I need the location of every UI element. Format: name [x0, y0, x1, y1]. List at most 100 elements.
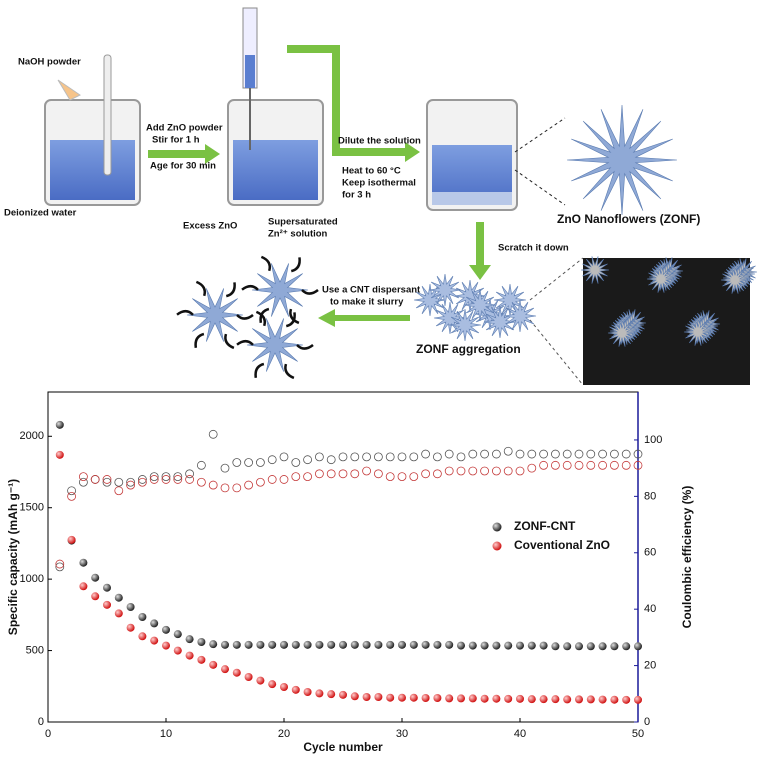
point — [515, 466, 525, 476]
point — [103, 600, 111, 609]
point — [126, 477, 136, 487]
point — [162, 641, 170, 650]
point — [244, 640, 253, 649]
point — [220, 483, 230, 493]
point — [197, 638, 206, 646]
point — [244, 480, 254, 490]
point — [586, 460, 596, 470]
point — [409, 472, 419, 482]
point — [445, 640, 454, 649]
cnt — [236, 313, 254, 320]
point — [137, 475, 147, 484]
point — [209, 640, 218, 649]
point — [291, 685, 300, 694]
point — [173, 630, 182, 639]
point — [196, 460, 206, 470]
point — [102, 475, 112, 484]
point — [622, 642, 631, 651]
point — [421, 469, 431, 479]
point — [350, 692, 359, 701]
flower — [580, 256, 610, 284]
y2-tick-label: 80 — [644, 490, 656, 502]
cnt — [284, 363, 295, 380]
point — [315, 689, 324, 698]
y2-tick-label: 100 — [644, 434, 662, 446]
label: ZONF aggregation — [416, 342, 521, 356]
flower — [483, 305, 517, 339]
label: Excess ZnO — [183, 221, 237, 232]
point — [586, 695, 595, 704]
x-axis-title: Cycle number — [303, 740, 383, 754]
y2-tick-label: 0 — [644, 716, 650, 728]
legend-label: Coventional ZnO — [514, 538, 610, 552]
point — [586, 449, 596, 459]
point — [515, 449, 525, 459]
point — [326, 469, 336, 479]
point — [492, 694, 501, 703]
y2-tick-label: 20 — [644, 659, 656, 671]
point — [280, 683, 288, 691]
point — [563, 642, 572, 651]
point — [197, 655, 206, 664]
cnt — [296, 343, 314, 350]
point — [527, 695, 536, 704]
point — [138, 632, 147, 641]
point — [327, 690, 336, 699]
point — [539, 460, 548, 470]
label: Use a CNT dispersant — [322, 285, 421, 296]
point — [421, 640, 430, 649]
point — [444, 449, 454, 459]
point — [551, 695, 560, 704]
point — [432, 469, 442, 479]
point — [291, 640, 300, 649]
y-tick-label: 500 — [26, 644, 44, 656]
point — [621, 460, 631, 470]
point — [516, 641, 524, 650]
label: Age for 30 min — [150, 161, 216, 172]
point — [79, 558, 88, 567]
point — [339, 690, 347, 699]
point — [527, 463, 537, 473]
point — [221, 665, 229, 674]
point — [480, 466, 490, 476]
x-tick-label: 40 — [514, 728, 526, 740]
point — [480, 694, 489, 703]
label: Add ZnO powder — [146, 123, 223, 134]
flower — [503, 299, 537, 333]
point — [114, 593, 123, 602]
point — [575, 642, 583, 651]
point — [291, 458, 301, 467]
point — [374, 640, 383, 649]
point — [137, 477, 147, 487]
point — [433, 694, 442, 702]
point — [268, 640, 277, 649]
y-tick-label: 1500 — [20, 502, 44, 514]
point — [457, 641, 465, 650]
point — [409, 693, 418, 702]
point — [161, 475, 171, 484]
point — [303, 688, 312, 696]
point — [551, 449, 560, 459]
cnt — [176, 309, 194, 316]
point — [610, 695, 619, 704]
point — [196, 477, 206, 487]
point — [480, 449, 490, 459]
flower — [433, 301, 467, 335]
y2-tick-label: 40 — [644, 603, 656, 615]
point — [468, 449, 478, 459]
point — [162, 625, 170, 634]
point — [539, 449, 548, 459]
point — [185, 651, 194, 660]
label: Deionized water — [4, 208, 77, 219]
point — [444, 466, 454, 476]
point — [208, 429, 218, 439]
point — [634, 695, 642, 704]
point — [397, 452, 407, 462]
point — [362, 466, 372, 476]
point — [586, 642, 595, 651]
flower — [720, 266, 750, 294]
point — [173, 646, 182, 655]
x-tick-label: 30 — [396, 728, 408, 740]
point — [598, 460, 607, 470]
